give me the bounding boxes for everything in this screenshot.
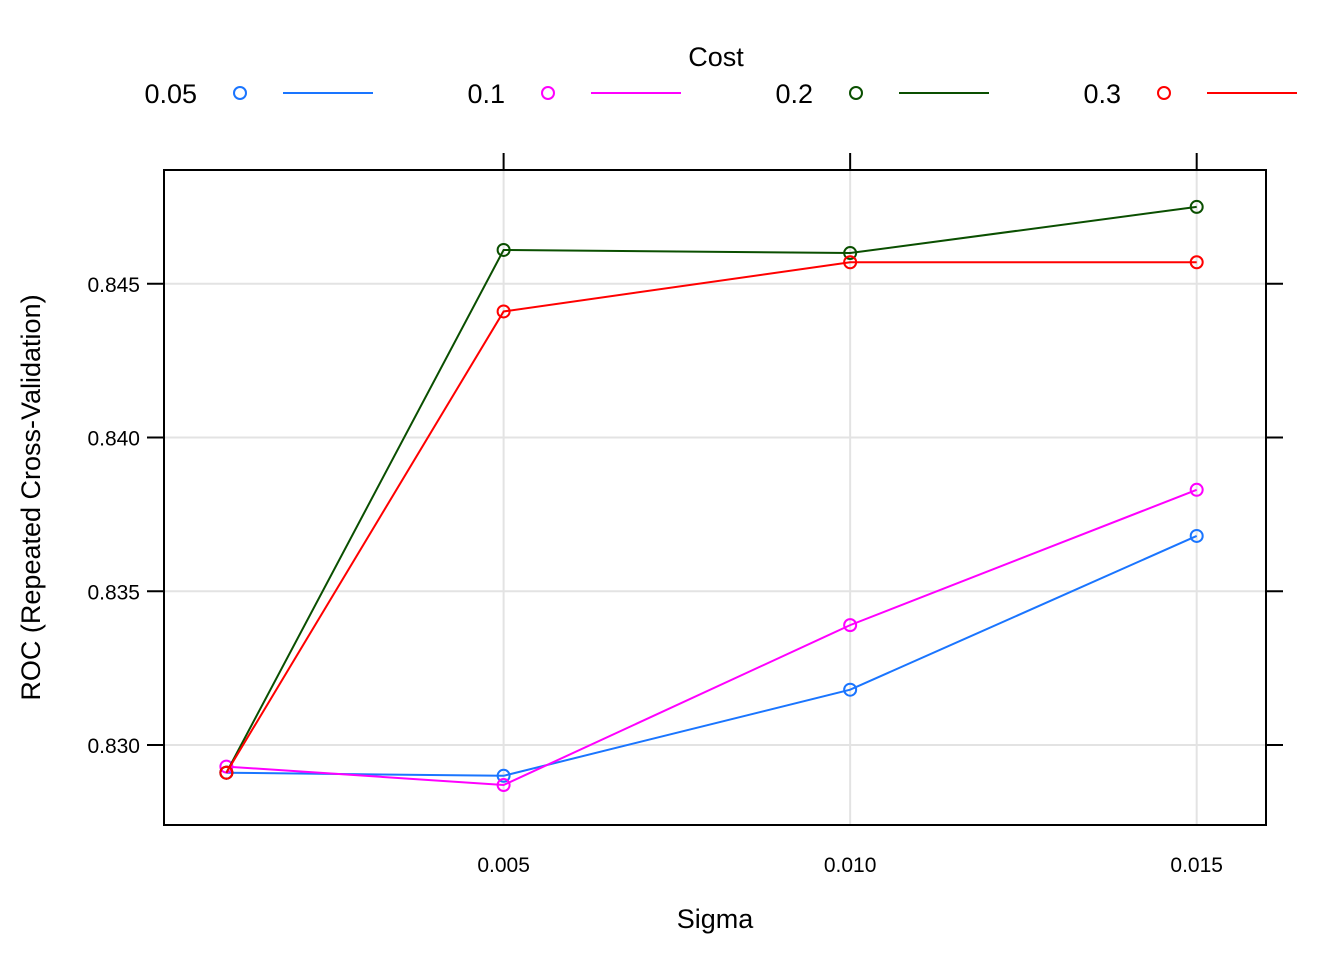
grid xyxy=(164,170,1266,825)
data-point xyxy=(843,618,858,633)
legend-item: 0.1 xyxy=(467,79,681,109)
legend-label: 0.2 xyxy=(775,79,813,109)
legend-marker xyxy=(233,86,247,100)
series-0.05 xyxy=(219,528,1204,783)
legend-label: 0.3 xyxy=(1083,79,1121,109)
legend-item: 0.2 xyxy=(775,79,989,109)
data-point xyxy=(1189,528,1204,543)
x-tick-label: 0.015 xyxy=(1170,854,1223,877)
data-point xyxy=(843,682,858,697)
y-tick-label: 0.835 xyxy=(87,581,140,604)
series-0.2 xyxy=(219,199,1204,780)
x-tick-label: 0.010 xyxy=(824,854,877,877)
data-point xyxy=(843,255,858,270)
plot-frame xyxy=(163,169,1267,826)
legend-marker xyxy=(849,86,863,100)
data-point xyxy=(1189,255,1204,270)
plot-area: 0.005 0.010 0.015 0.830 0.835 0.840 0.845 xyxy=(87,153,1283,877)
series-0.1 xyxy=(219,482,1204,793)
series-line xyxy=(226,535,1198,777)
legend-item: 0.05 xyxy=(144,79,373,109)
series-line xyxy=(225,205,1197,774)
data-point xyxy=(1189,199,1204,214)
legend-item: 0.3 xyxy=(1083,79,1297,109)
data-point xyxy=(843,246,858,261)
data-point xyxy=(496,778,511,793)
axis-ticks: 0.005 0.010 0.015 0.830 0.835 0.840 0.845 xyxy=(87,153,1283,877)
data-point xyxy=(496,768,511,783)
y-tick-label: 0.840 xyxy=(87,428,140,451)
data-point xyxy=(496,242,511,257)
x-tick-label: 0.005 xyxy=(477,854,530,877)
legend: Cost 0.05 0.1 0.2 0.3 xyxy=(144,42,1297,109)
data-point xyxy=(496,304,511,319)
x-axis-label: Sigma xyxy=(677,904,755,934)
legend-marker xyxy=(541,86,555,100)
series-line xyxy=(225,261,1197,774)
legend-marker xyxy=(1157,86,1171,100)
data-point xyxy=(1189,482,1204,497)
series-layer xyxy=(219,199,1204,793)
y-axis-label: ROC (Repeated Cross-Validation) xyxy=(16,294,46,700)
series-line xyxy=(226,488,1198,787)
legend-label: 0.05 xyxy=(144,79,197,109)
y-tick-label: 0.845 xyxy=(87,274,140,297)
y-tick-label: 0.830 xyxy=(87,735,140,758)
series-0.3 xyxy=(219,255,1204,780)
legend-label: 0.1 xyxy=(467,79,505,109)
data-point xyxy=(219,765,234,780)
legend-title: Cost xyxy=(688,42,744,72)
